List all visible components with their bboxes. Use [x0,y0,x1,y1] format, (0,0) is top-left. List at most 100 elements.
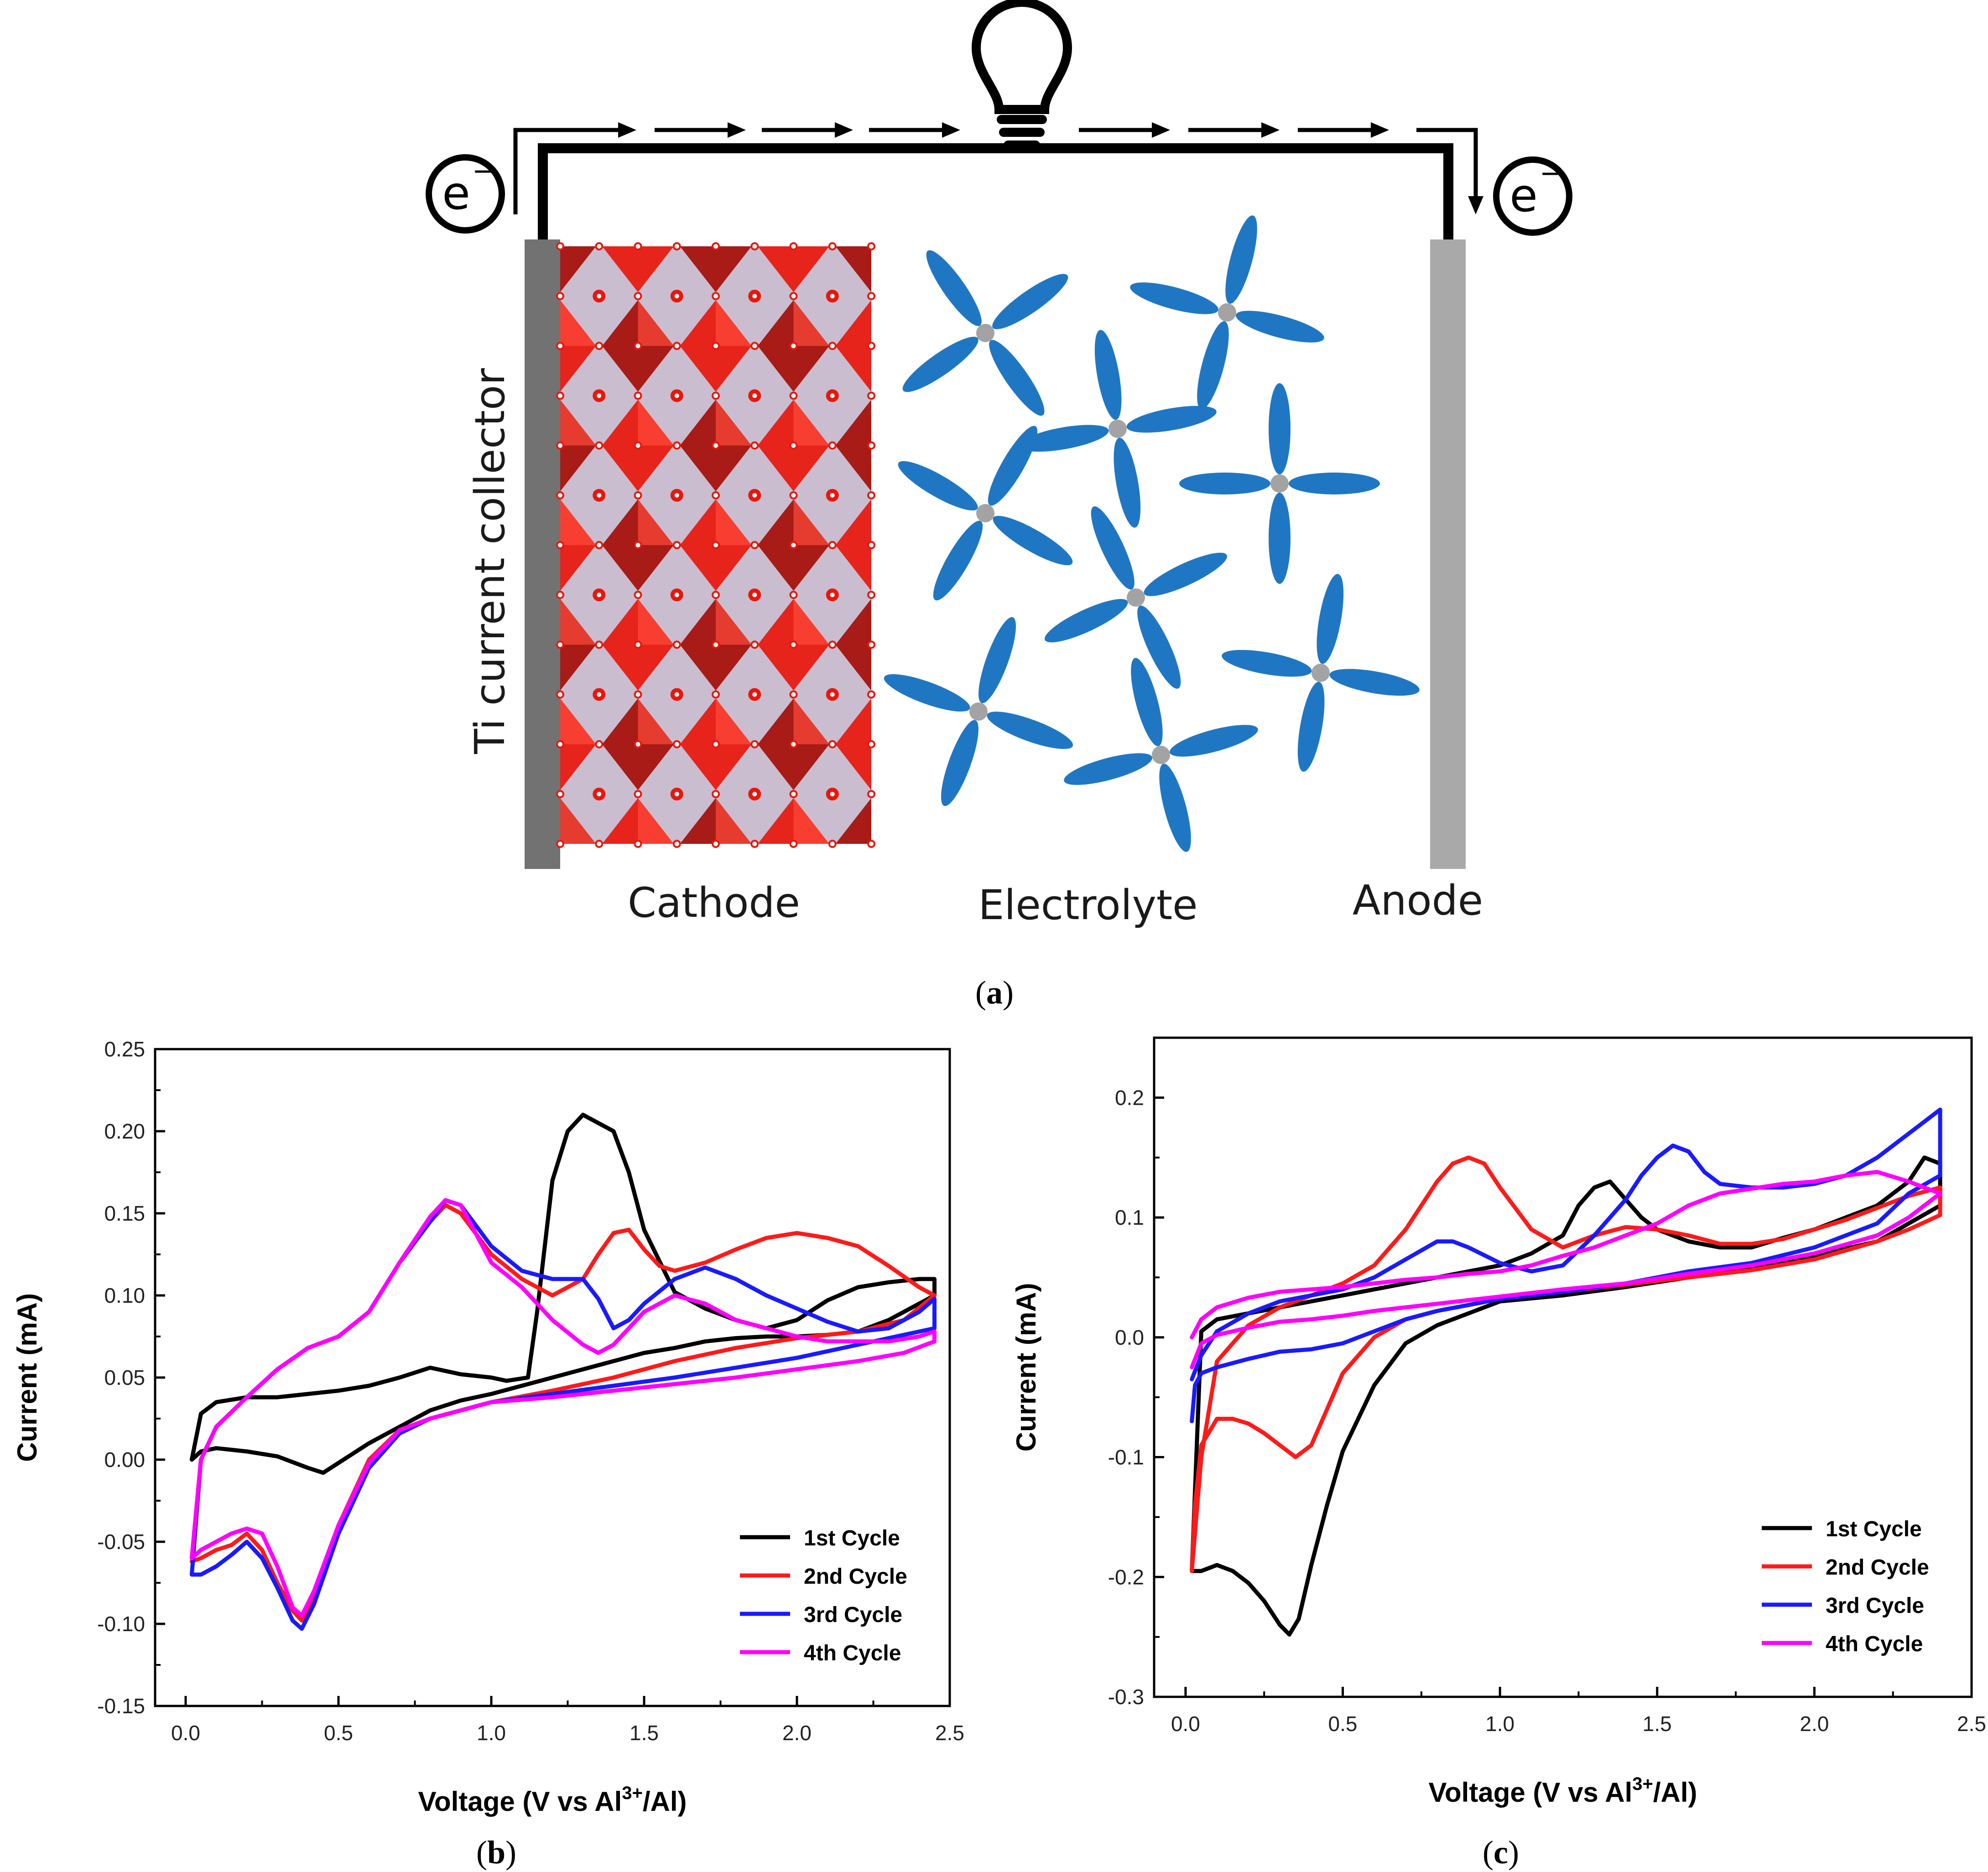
octahedron-facet [560,698,596,744]
x-tick-label: 2.5 [935,1721,964,1745]
octahedron-facet [560,400,596,446]
anion-arm [1317,574,1344,664]
anion-core [969,702,988,721]
ti-current-collector [525,239,560,869]
lattice-node [750,242,759,250]
anion-arm [978,617,1016,703]
y-tick-label: 0.00 [104,1448,145,1472]
lattice-node [556,591,564,599]
octahedron-facet [638,400,674,446]
lattice-node [789,640,798,649]
series-line-3 [1190,1108,1942,1424]
electrolyte-label: Electrolyte [978,881,1197,929]
anion-arm [1045,599,1128,643]
lattice-node [556,242,564,250]
octahedron-facet [638,598,674,645]
lattice-node [595,840,604,848]
octahedron-facet [716,499,752,545]
electron-right-label: e [1509,169,1538,222]
lattice-node [867,541,875,549]
y-tick-label: 0.10 [104,1284,145,1307]
panel-label-b-letter: b [487,1834,505,1871]
lattice-node [789,541,798,549]
anion-arm [898,461,978,511]
legend-label-2: 2nd Cycle [1826,1555,1929,1580]
x-axis-label-end: /Al) [1653,1777,1697,1808]
lattice-node [789,292,798,301]
lattice-node [789,740,798,749]
lattice-node [672,640,681,649]
octahedron-facet [560,798,596,844]
lattice-node [712,690,720,699]
lattice-node [828,541,837,549]
cathode-lattice [556,242,875,848]
lattice-node [789,391,798,400]
anion [1222,574,1420,772]
anion-arm [1225,215,1257,304]
lattice-node [750,640,759,649]
lattice-node [750,491,759,499]
octahedron [835,798,871,844]
x-tick-label: 1.5 [630,1721,659,1745]
anion [902,250,1068,416]
anion-arm [1137,605,1181,689]
y-tick-label: 0.0 [1115,1326,1144,1349]
lattice-node [750,292,759,301]
octahedron [835,400,871,492]
anion-arm [1329,669,1420,696]
arrowhead [942,122,960,138]
series-line-4 [189,1198,937,1618]
electron-left-charge: − [472,155,495,187]
lattice-node [712,541,720,549]
anion-arm [987,712,1073,749]
anion [898,426,1073,601]
lattice-node [672,242,681,250]
octahedron [835,698,871,790]
x-axis-label-main: Voltage (V vs Al [418,1786,622,1817]
octahedron-facet [793,598,829,645]
octahedron-facet [793,698,829,744]
y-tick-label: 0.25 [104,1037,145,1061]
lattice-node [828,491,837,499]
lattice-node [828,342,837,350]
lattice-node [634,740,642,749]
octahedron-facet [716,698,752,744]
y-axis-label: Current (mA) [12,1293,42,1462]
x-tick-label: 2.0 [1800,1712,1829,1736]
x-tick-label: 0.0 [171,1721,200,1745]
panel-label-c-letter: c [1494,1834,1508,1871]
octahedron [835,499,871,591]
anion-arm [1114,437,1141,528]
lattice-node [634,242,642,250]
octahedron [602,246,674,292]
anion-arm [993,515,1073,566]
arrowhead [1468,196,1483,214]
x-axis-label-superscript: 3+ [622,1783,643,1803]
octahedron-facet [716,798,752,844]
flow-arrow-start [513,128,620,214]
lattice-node [712,391,720,400]
octahedron-facet [793,798,829,844]
lattice-node [712,491,720,499]
lattice-node [672,591,681,599]
battery-schematic: e − e − Ti current collector Cathode Ele… [426,0,1572,1011]
anion-arm [902,337,978,392]
lattice-node [712,441,720,450]
cv-chart-b: 0.0 0.5 1.0 1.5 2.0 2.5 -0.15 -0.10 -0.05 0.00 0.0… [12,1037,964,1817]
electron-right-circle [1493,156,1572,236]
lattice-node [867,242,875,250]
electron-left: e − [426,154,505,234]
anion-core [976,324,994,342]
series-line-2 [189,1203,937,1623]
lattice-node [634,591,642,599]
lattice-node [750,391,759,400]
arrowhead [618,122,636,138]
octahedron-facet [638,499,674,545]
anion-arm [1094,330,1122,420]
lattice-node [828,640,837,649]
lattice-node [867,840,875,848]
lattice-node [672,541,681,549]
y-tick-label: 0.1 [1115,1206,1144,1229]
arrowhead [1261,122,1280,138]
lattice-node [750,790,759,798]
